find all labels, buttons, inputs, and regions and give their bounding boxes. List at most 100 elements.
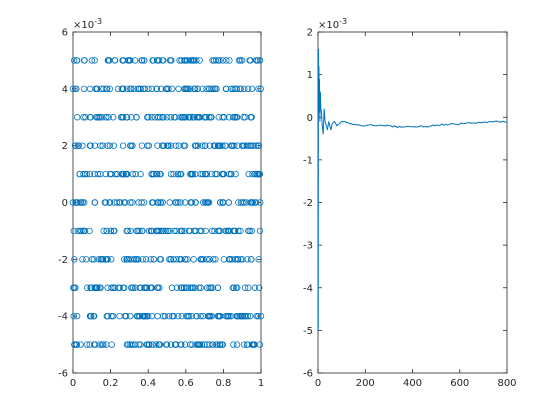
scatter-point [199, 85, 206, 93]
scatter-point [185, 114, 193, 121]
scatter-point [94, 170, 102, 178]
right-xtick-label: 0 [315, 378, 321, 389]
scatter-point [97, 142, 104, 149]
scatter-point [91, 57, 98, 64]
left-xtick-label: 0 [70, 378, 76, 389]
scatter-point [81, 57, 88, 64]
scatter-point [103, 227, 110, 235]
scatter-point [193, 57, 200, 64]
scatter-point [138, 142, 146, 149]
scatter-point [203, 85, 210, 93]
scatter-point [90, 256, 97, 263]
scatter-point [233, 312, 240, 320]
scatter-point [161, 312, 169, 320]
scatter-point [92, 341, 99, 348]
scatter-point [224, 312, 231, 320]
scatter-point [213, 85, 220, 93]
scatter-point [145, 227, 153, 235]
scatter-point [235, 199, 242, 206]
scatter-point [113, 199, 121, 206]
scatter-point [108, 284, 115, 291]
scatter-point [247, 312, 254, 320]
scatter-point [102, 341, 110, 348]
scatter-point [88, 256, 96, 263]
scatter-point [86, 85, 94, 93]
scatter-point [196, 341, 203, 348]
scatter-point [119, 142, 127, 149]
scatter-point [122, 312, 130, 320]
scatter-point [208, 85, 215, 93]
scatter-point [227, 170, 235, 178]
scatter-point [159, 199, 166, 206]
scatter-point [143, 284, 151, 291]
scatter-point [243, 142, 250, 149]
scatter-point [178, 256, 185, 263]
left-xtick-label: 1 [258, 378, 264, 389]
scatter-point [99, 142, 106, 149]
scatter-point [116, 312, 123, 320]
scatter-point [255, 170, 263, 178]
scatter-point [160, 142, 167, 149]
scatter-point [174, 170, 182, 178]
left-xtick-label: 0.8 [215, 378, 231, 389]
scatter-point [230, 284, 238, 291]
scatter-point [198, 341, 206, 348]
scatter-point [166, 199, 173, 206]
scatter-point [235, 227, 242, 235]
scatter-point [91, 199, 98, 206]
scatter-point [214, 142, 222, 149]
scatter-point [230, 341, 237, 348]
scatter-point [175, 85, 182, 93]
scatter-point [194, 142, 202, 149]
scatter-point [72, 284, 79, 291]
scatter-point [150, 170, 157, 178]
right-ytick-label: -6 [303, 369, 313, 380]
scatter-point [253, 170, 260, 178]
left-xtick-label: 0.2 [103, 378, 119, 389]
scatter-point [216, 227, 224, 235]
scatter-point [224, 227, 231, 235]
scatter-point [80, 170, 87, 178]
scatter-point [163, 341, 171, 348]
scatter-point [147, 256, 154, 263]
scatter-point [190, 256, 197, 263]
scatter-point [255, 256, 262, 263]
scatter-point [86, 114, 94, 121]
scatter-point [131, 284, 139, 291]
scatter-point [243, 341, 251, 348]
scatter-point [201, 114, 208, 121]
scatter-point [84, 284, 91, 291]
scatter-point [75, 142, 82, 149]
scatter-point [221, 114, 228, 121]
scatter-point [120, 284, 127, 291]
scatter-point [199, 312, 207, 320]
scatter-point [178, 341, 185, 348]
scatter-point [130, 85, 138, 93]
scatter-point [216, 142, 224, 149]
scatter-point [156, 57, 163, 64]
scatter-point [172, 142, 179, 149]
scatter-point [249, 170, 256, 178]
right-ytick-label: -4 [303, 283, 313, 294]
scatter-point [219, 142, 226, 149]
scatter-point [181, 227, 188, 235]
scatter-point [257, 312, 265, 320]
scatter-point [232, 170, 239, 178]
right-ytick-label: -2 [303, 198, 313, 209]
scatter-point [239, 256, 246, 263]
scatter-point [216, 199, 224, 206]
scatter-point [70, 57, 78, 64]
scatter-point [206, 341, 213, 348]
scatter-point [155, 341, 163, 348]
scatter-point [141, 57, 148, 64]
scatter-point [189, 114, 197, 121]
scatter-point [87, 142, 94, 149]
scatter-point [100, 341, 107, 348]
scatter-point [166, 227, 173, 235]
scatter-point [100, 227, 107, 235]
scatter-point [95, 114, 102, 121]
scatter-point [182, 256, 189, 263]
scatter-point [184, 256, 191, 263]
scatter-point [137, 85, 144, 93]
